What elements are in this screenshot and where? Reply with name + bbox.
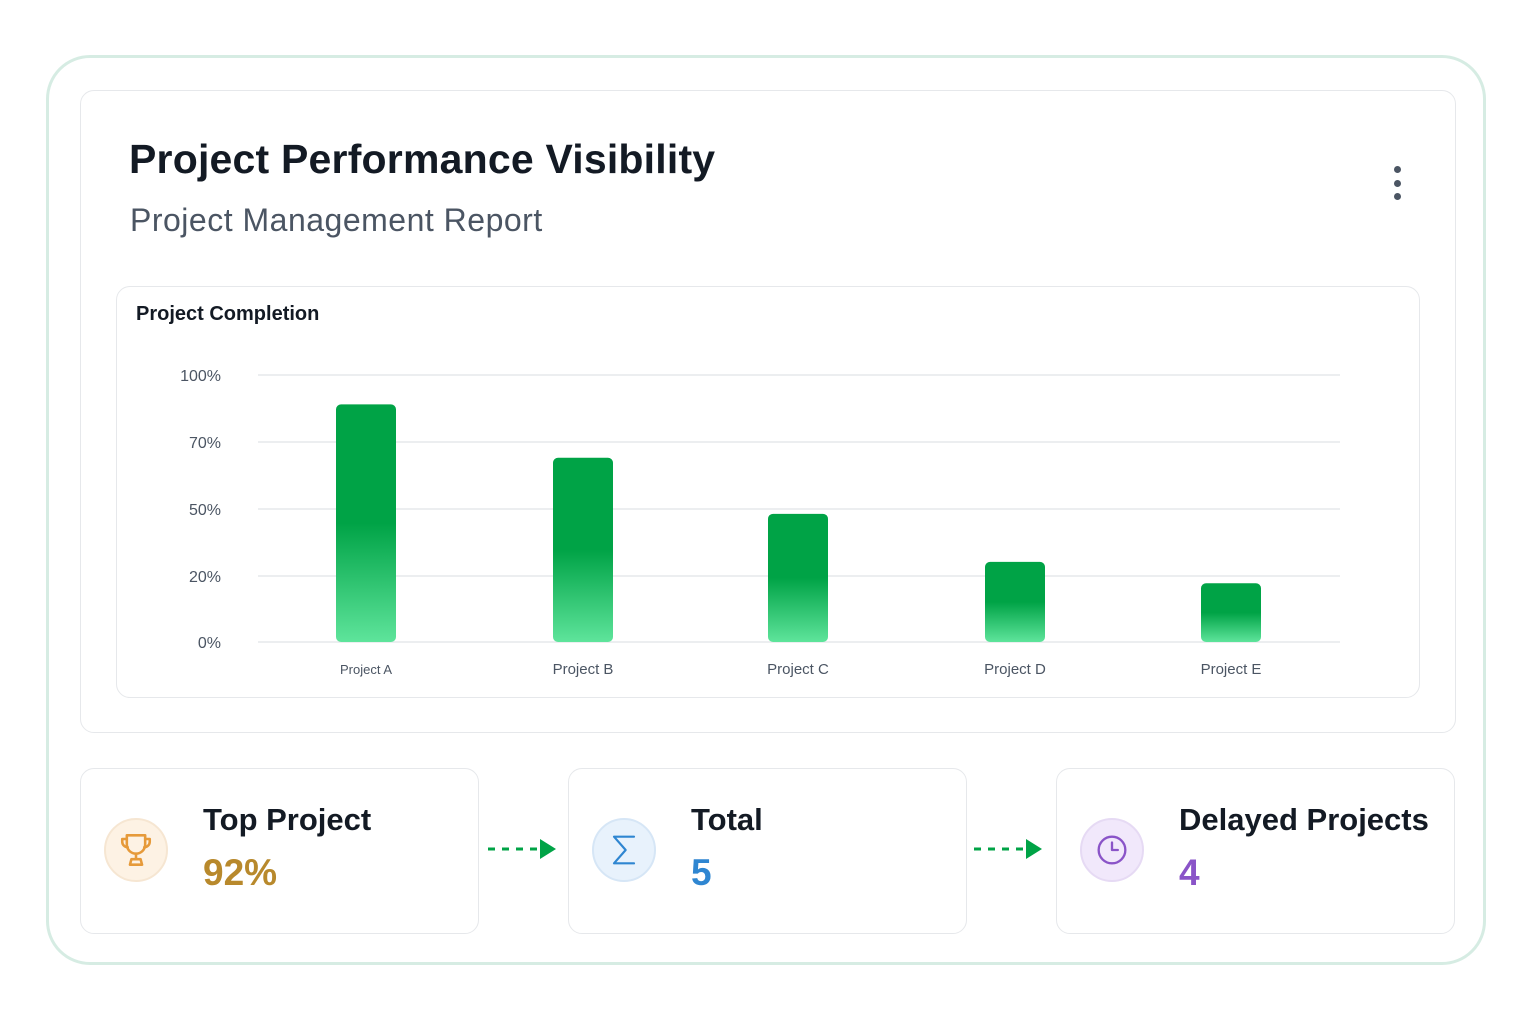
- x-tick-label: Project D: [984, 661, 1046, 678]
- y-tick-label: 20%: [189, 569, 221, 586]
- stat-value: 5: [691, 852, 712, 893]
- y-tick-label: 0%: [198, 635, 221, 652]
- stat-label: Delayed Projects: [1179, 802, 1429, 837]
- stat-value: 4: [1179, 852, 1200, 893]
- bar-project-c[interactable]: [768, 513, 828, 642]
- clock-icon: [1080, 818, 1144, 882]
- chart-title: Project Completion: [136, 303, 320, 325]
- more-vertical-icon[interactable]: [1380, 160, 1414, 206]
- y-tick-label: 100%: [180, 368, 221, 385]
- y-tick-label: 50%: [189, 502, 221, 519]
- stat-label: Top Project: [203, 802, 372, 837]
- y-tick-label: 70%: [189, 435, 221, 452]
- bar-project-e[interactable]: [1201, 583, 1261, 642]
- arrow-right-icon: [488, 839, 556, 859]
- trophy-icon: [104, 818, 168, 882]
- x-tick-label: Project B: [553, 661, 614, 678]
- menu-dot: [1393, 166, 1401, 173]
- menu-dot: [1393, 193, 1401, 200]
- x-tick-label: Project E: [1201, 661, 1262, 678]
- page-title: Project Performance Visibility: [129, 136, 716, 182]
- bar-project-a[interactable]: [336, 404, 396, 642]
- bar-project-d[interactable]: [985, 561, 1045, 642]
- arrow-right-icon: [974, 839, 1042, 859]
- page-subtitle: Project Management Report: [130, 202, 543, 238]
- menu-dot: [1393, 179, 1401, 187]
- x-tick-label: Project A: [340, 662, 392, 677]
- stat-label: Total: [691, 802, 763, 837]
- sigma-icon: [592, 818, 656, 882]
- stat-value: 92%: [203, 852, 278, 893]
- bar-project-b[interactable]: [553, 457, 613, 642]
- x-tick-label: Project C: [767, 661, 829, 678]
